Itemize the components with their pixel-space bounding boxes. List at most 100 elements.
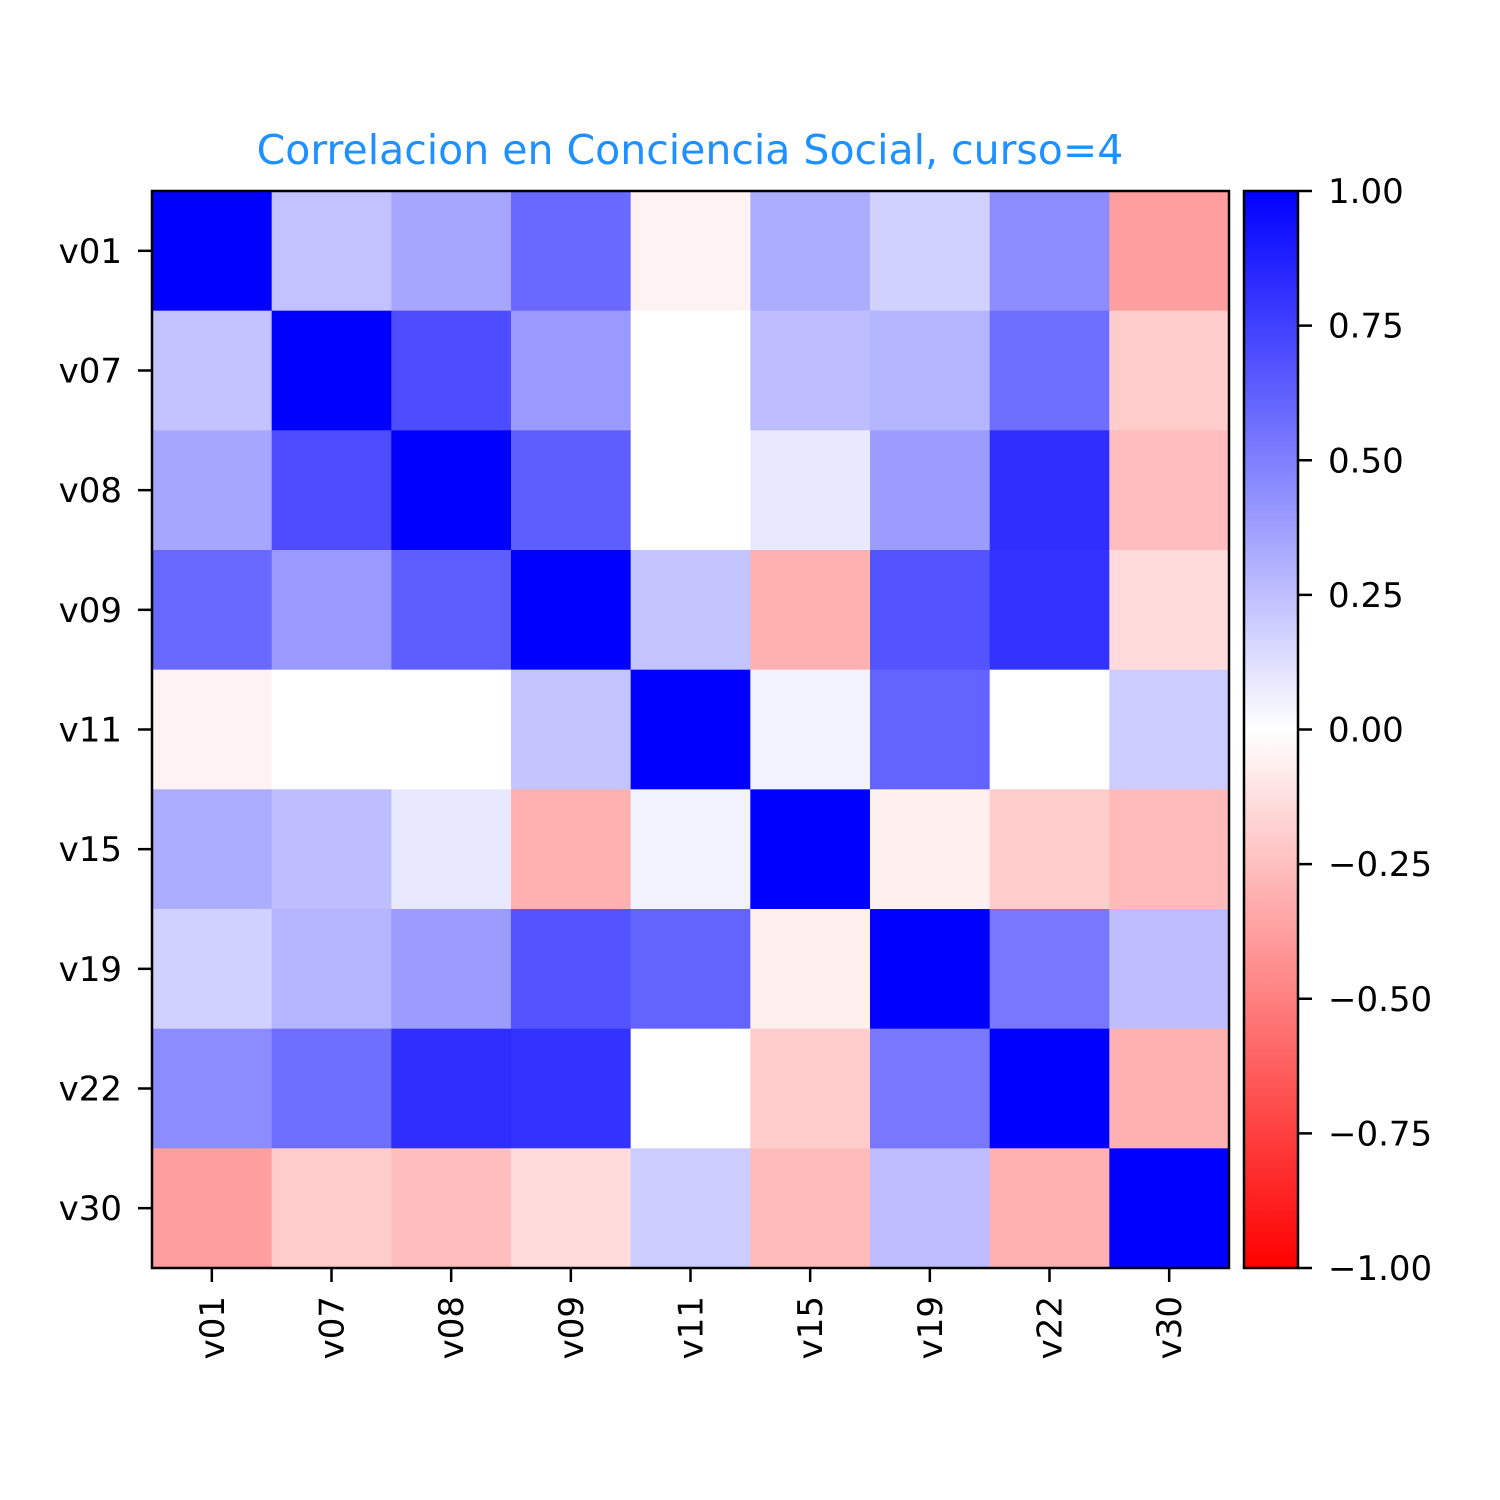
heatmap-cell <box>870 430 991 551</box>
x-tick-label: v30 <box>1150 1296 1190 1359</box>
heatmap-cell <box>630 1028 751 1149</box>
heatmap-cell <box>989 669 1110 790</box>
heatmap-cell <box>989 909 1110 1030</box>
heatmap-cell <box>511 909 632 1030</box>
x-tick-label: v09 <box>552 1296 592 1359</box>
heatmap-cell <box>750 1148 871 1269</box>
heatmap-cell <box>630 1148 751 1269</box>
heatmap-cell <box>152 909 273 1030</box>
heatmap-cell <box>271 789 392 910</box>
colorbar-tick-label: −0.50 <box>1328 980 1432 1020</box>
heatmap-cell <box>989 310 1110 431</box>
heatmap-cell <box>630 669 751 790</box>
colorbar-gradient <box>1244 191 1298 1268</box>
heatmap-cell <box>152 191 273 312</box>
heatmap-cell <box>1109 550 1230 671</box>
heatmap-cell <box>271 430 392 551</box>
y-tick-label: v11 <box>59 711 122 751</box>
heatmap-cell <box>391 909 512 1030</box>
heatmap-cell <box>152 550 273 671</box>
heatmap-cell <box>511 191 632 312</box>
heatmap-cell <box>870 550 991 671</box>
heatmap-cell <box>1109 789 1230 910</box>
heatmap-cell <box>989 550 1110 671</box>
heatmap-cell <box>391 550 512 671</box>
chart-title: Correlacion en Conciencia Social, curso=… <box>257 126 1124 174</box>
heatmap-cell <box>630 550 751 671</box>
heatmap-cell <box>1109 669 1230 790</box>
colorbar-tick-label: 0.25 <box>1328 576 1404 616</box>
x-tick-label: v15 <box>791 1296 831 1359</box>
heatmap-cell <box>630 430 751 551</box>
heatmap-cell <box>1109 1028 1230 1149</box>
x-axis: v01 v07 v08 v09 v11 v15 v19 v22 v30 <box>193 1268 1190 1359</box>
y-tick-label: v19 <box>59 950 122 990</box>
heatmap-cell <box>271 1028 392 1149</box>
y-tick-label: v08 <box>59 471 122 511</box>
heatmap-cell <box>271 191 392 312</box>
heatmap-cell <box>750 669 871 790</box>
heatmap-cell <box>870 310 991 431</box>
x-tick-label: v22 <box>1031 1296 1071 1359</box>
heatmap-cell <box>391 669 512 790</box>
heatmap-cell <box>870 909 991 1030</box>
heatmap-cell <box>870 191 991 312</box>
heatmap-cell <box>1109 1148 1230 1269</box>
heatmap-cell <box>989 789 1110 910</box>
heatmap-cell <box>511 430 632 551</box>
heatmap-cell <box>511 1028 632 1149</box>
colorbar-tick-label: 1.00 <box>1328 172 1404 212</box>
heatmap-cell <box>511 310 632 431</box>
heatmap-cell <box>870 669 991 790</box>
heatmap-cell <box>750 1028 871 1149</box>
colorbar-tick-label: −0.75 <box>1328 1114 1432 1154</box>
heatmap-cell <box>750 310 871 431</box>
heatmap-cell <box>989 430 1110 551</box>
heatmap-cell <box>630 310 751 431</box>
heatmap-cell <box>152 789 273 910</box>
y-axis: v01 v07 v08 v09 v11 v15 v19 v22 v30 <box>59 232 152 1229</box>
x-tick-label: v01 <box>193 1296 233 1359</box>
heatmap-cell <box>152 430 273 551</box>
colorbar-tick-label: 0.50 <box>1328 441 1404 481</box>
heatmap-cell <box>391 1148 512 1269</box>
colorbar-tick-label: 0.00 <box>1328 711 1404 751</box>
heatmap-cell <box>271 550 392 671</box>
heatmap-cell <box>630 909 751 1030</box>
heatmap-cell <box>750 430 871 551</box>
heatmap-cell <box>271 669 392 790</box>
heatmap-cell <box>750 550 871 671</box>
y-tick-label: v07 <box>59 352 122 392</box>
heatmap-cell <box>870 1148 991 1269</box>
heatmap-cell <box>750 789 871 910</box>
heatmap-cell <box>989 1148 1110 1269</box>
heatmap-cell <box>271 310 392 431</box>
y-tick-label: v09 <box>59 591 122 631</box>
heatmap-cell <box>391 1028 512 1149</box>
heatmap-cell <box>1109 430 1230 551</box>
heatmap-cell <box>511 1148 632 1269</box>
heatmap-cell <box>989 1028 1110 1149</box>
heatmap-cell <box>152 1028 273 1149</box>
heatmap-cell <box>750 191 871 312</box>
x-tick-label: v07 <box>313 1296 353 1359</box>
heatmap-cell <box>870 1028 991 1149</box>
x-tick-label: v08 <box>432 1296 472 1359</box>
heatmap-cell <box>989 191 1110 312</box>
heatmap-cell <box>271 909 392 1030</box>
heatmap-cell <box>152 310 273 431</box>
heatmap-cell <box>391 430 512 551</box>
y-tick-label: v01 <box>59 232 122 272</box>
heatmap-cell <box>152 1148 273 1269</box>
heatmap-cell <box>750 909 871 1030</box>
heatmap-cell <box>1109 909 1230 1030</box>
heatmap-cell <box>391 789 512 910</box>
colorbar-tick-label: −1.00 <box>1328 1249 1432 1289</box>
heatmap-cell <box>511 669 632 790</box>
y-tick-label: v22 <box>59 1070 122 1110</box>
heatmap-cell <box>391 191 512 312</box>
heatmap-cell <box>271 1148 392 1269</box>
heatmap-cell <box>152 669 273 790</box>
x-tick-label: v19 <box>911 1296 951 1359</box>
